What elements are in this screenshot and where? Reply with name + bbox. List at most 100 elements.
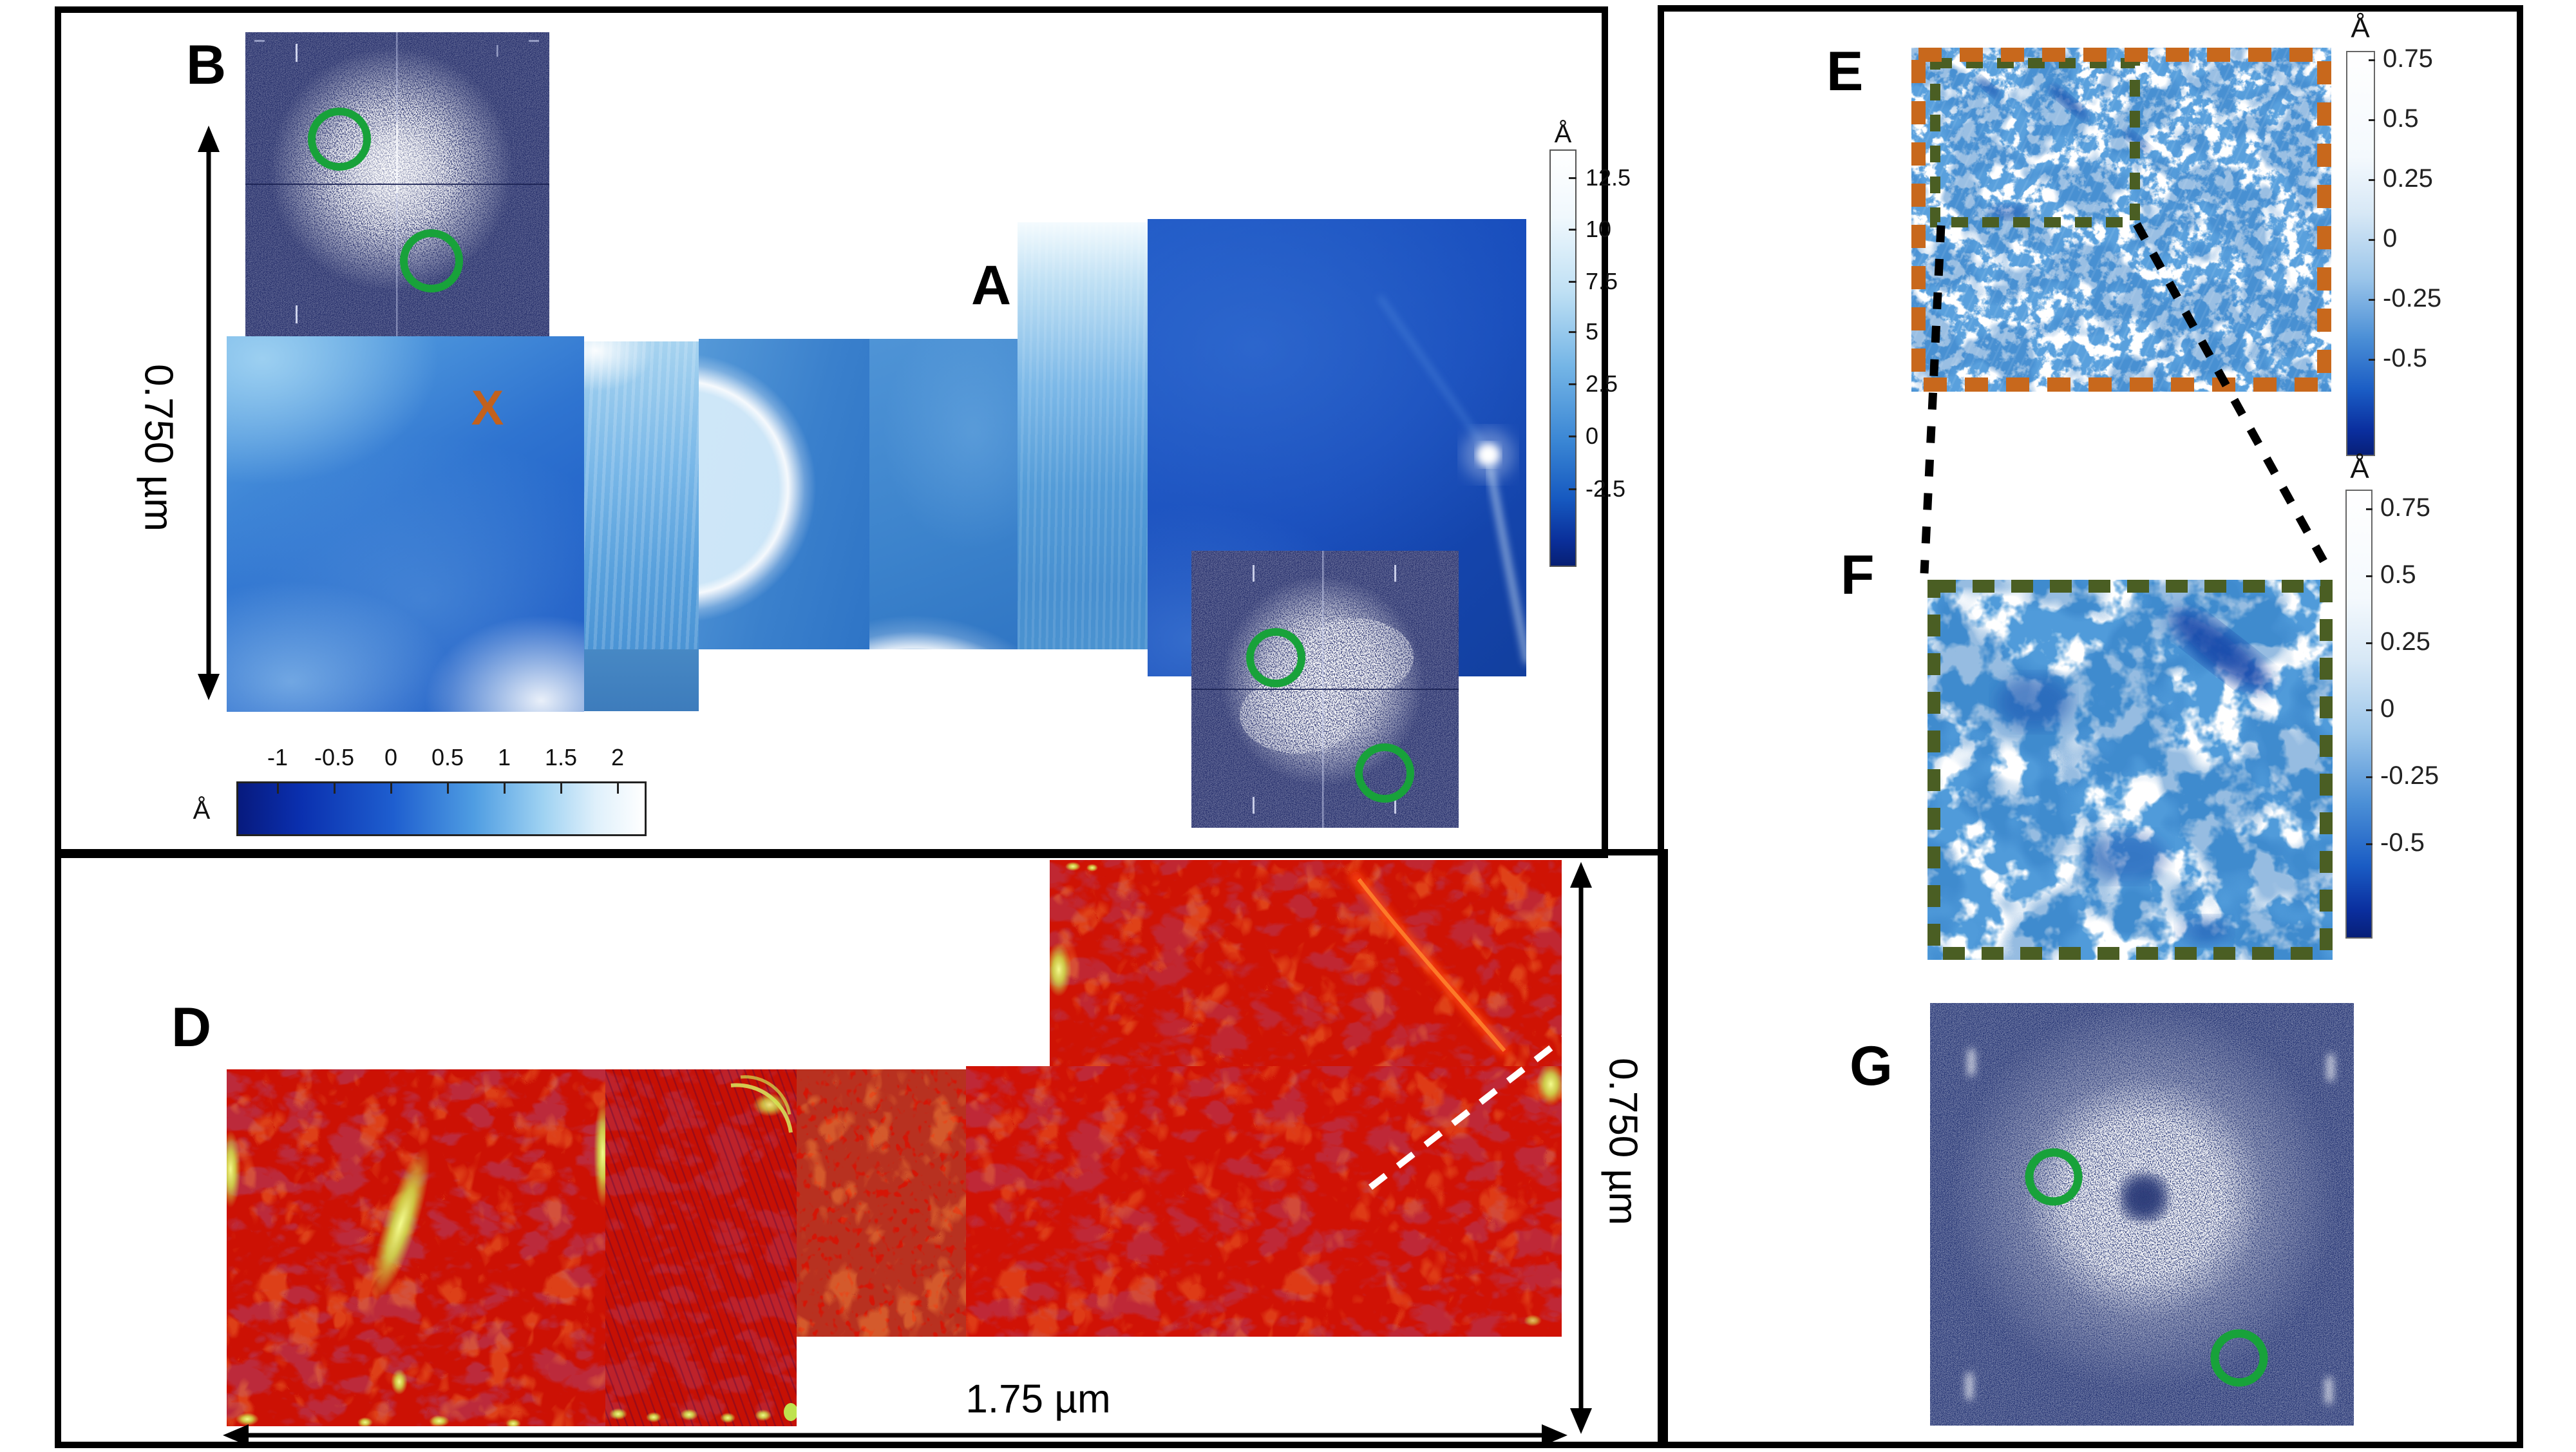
tick-mark <box>2369 299 2375 301</box>
tick-mark <box>2366 843 2372 845</box>
colorbar-a-horizontal <box>236 781 647 836</box>
x-marker: X <box>471 381 504 435</box>
panel-label-d: D <box>171 997 212 1058</box>
tick-mark <box>2366 575 2372 577</box>
dashed-line-white <box>1368 1035 1567 1190</box>
colorbar-e <box>2346 51 2375 456</box>
afm-tile-a6-features <box>1378 295 1526 664</box>
tick-mark <box>1569 488 1577 490</box>
scale-arrow-vertical-d <box>1570 862 1592 1434</box>
afm-image-e <box>1911 48 2331 392</box>
scale-label-a-height: 0.750 µm <box>136 364 181 531</box>
colorbar-tick-label: 2.5 <box>1586 370 1618 397</box>
colorbar-tick-label: 0.25 <box>2383 164 2433 193</box>
colorbar-tick-label: -0.25 <box>2383 284 2442 312</box>
tick-mark <box>2369 239 2375 241</box>
panel-label-g: G <box>1850 1035 1893 1097</box>
tick-mark <box>390 783 392 794</box>
colorbar-tick-label: 0 <box>2383 224 2398 253</box>
colorbar-tick-label: 1 <box>497 744 511 770</box>
tick-mark <box>447 783 449 794</box>
tick-mark <box>2366 642 2372 644</box>
colorbar-tick-label: -2.5 <box>1586 475 1626 502</box>
panel-label-e: E <box>1826 41 1864 102</box>
fft-highlight-circle <box>1355 743 1414 803</box>
fft-highlight-circle <box>2210 1329 2268 1387</box>
colorbar-tick-label: -0.5 <box>2380 828 2425 857</box>
panel-d-border <box>55 849 1668 1448</box>
colorbar-tick-label: -0.5 <box>314 744 355 770</box>
tick-mark <box>617 783 619 794</box>
roi-box-green <box>1930 58 2140 227</box>
tick-mark <box>2369 179 2375 181</box>
scale-arrow-vertical-a <box>198 126 220 700</box>
colorbar-a-vertical <box>1549 149 1577 567</box>
afm-tile-d-band <box>966 1066 1562 1337</box>
fft-image-c <box>1191 551 1459 828</box>
colorbar-a-horizontal-unit: Å <box>193 796 211 825</box>
afm-tile-d-middle <box>605 1069 797 1426</box>
colorbar-tick-label: 0.75 <box>2383 44 2433 73</box>
zoom-connector-dashes <box>1920 222 2330 574</box>
afm-tile-a4 <box>869 339 1018 649</box>
colorbar-tick-label: 0.5 <box>2380 560 2416 589</box>
afm-tile-d-speckled <box>797 1069 966 1337</box>
scale-label-d-width: 1.75 µm <box>965 1377 1111 1422</box>
colorbar-tick-label: 0 <box>2380 694 2395 723</box>
colorbar-tick-label: 0.5 <box>2383 104 2419 133</box>
fft-image-b <box>245 32 549 336</box>
tick-mark <box>1569 229 1577 231</box>
colorbar-tick-label: 12.5 <box>1586 164 1631 191</box>
tick-mark <box>2369 119 2375 121</box>
panel-label-f: F <box>1841 544 1875 606</box>
colorbar-e-unit: Å <box>2351 12 2370 44</box>
colorbar-a-vertical-unit: Å <box>1554 120 1572 148</box>
tick-mark <box>2366 776 2372 778</box>
fft-highlight-circle <box>308 108 371 171</box>
colorbar-tick-label: 7.5 <box>1586 268 1618 294</box>
tick-mark <box>1569 177 1577 179</box>
roi-border-green <box>1927 580 2333 960</box>
tick-mark <box>2369 359 2375 361</box>
fft-highlight-circle <box>400 229 463 292</box>
afm-tile-a2b <box>584 649 699 711</box>
afm-tile-a5 <box>1018 222 1148 649</box>
tick-mark <box>334 783 336 794</box>
afm-tile-a1 <box>227 336 584 712</box>
colorbar-tick-label: 0.25 <box>2380 627 2430 656</box>
panel-label-b: B <box>186 34 227 96</box>
colorbar-tick-label: 10 <box>1586 216 1612 242</box>
tick-mark <box>2369 59 2375 61</box>
panel-efg-border <box>1658 5 2523 1448</box>
scale-label-d-height: 0.750 µm <box>1600 1058 1645 1225</box>
tick-mark <box>1569 281 1577 283</box>
panel-label-a: A <box>971 254 1012 316</box>
scale-arrow-horizontal-d <box>223 1424 1567 1446</box>
colorbar-tick-label: 2 <box>611 744 625 770</box>
tick-mark <box>2366 709 2372 711</box>
tick-mark <box>504 783 506 794</box>
fft-image-g <box>1930 1003 2354 1426</box>
afm-image-f <box>1927 580 2333 960</box>
colorbar-f <box>2345 490 2372 939</box>
fft-highlight-circle <box>2025 1148 2083 1206</box>
colorbar-tick-label: 1.5 <box>544 744 578 770</box>
colorbar-tick-label: 0 <box>1586 423 1599 449</box>
tick-mark <box>1569 383 1577 385</box>
afm-tile-d-left <box>227 1069 605 1426</box>
colorbar-tick-label: 0.5 <box>431 744 464 770</box>
tick-mark <box>2366 508 2372 510</box>
colorbar-tick-label: 0 <box>384 744 398 770</box>
tick-mark <box>277 783 279 794</box>
tick-mark <box>1569 331 1577 333</box>
colorbar-tick-label: -0.5 <box>2383 344 2427 372</box>
afm-tile-a3 <box>699 339 869 649</box>
tick-mark <box>560 783 562 794</box>
afm-tile-d-strip <box>1050 860 1562 1068</box>
colorbar-tick-label: 5 <box>1586 318 1599 345</box>
colorbar-tick-label: 0.75 <box>2380 493 2430 522</box>
colorbar-tick-label: -0.25 <box>2380 761 2439 790</box>
colorbar-tick-label: -1 <box>267 744 288 770</box>
afm-tile-a2 <box>584 341 699 649</box>
